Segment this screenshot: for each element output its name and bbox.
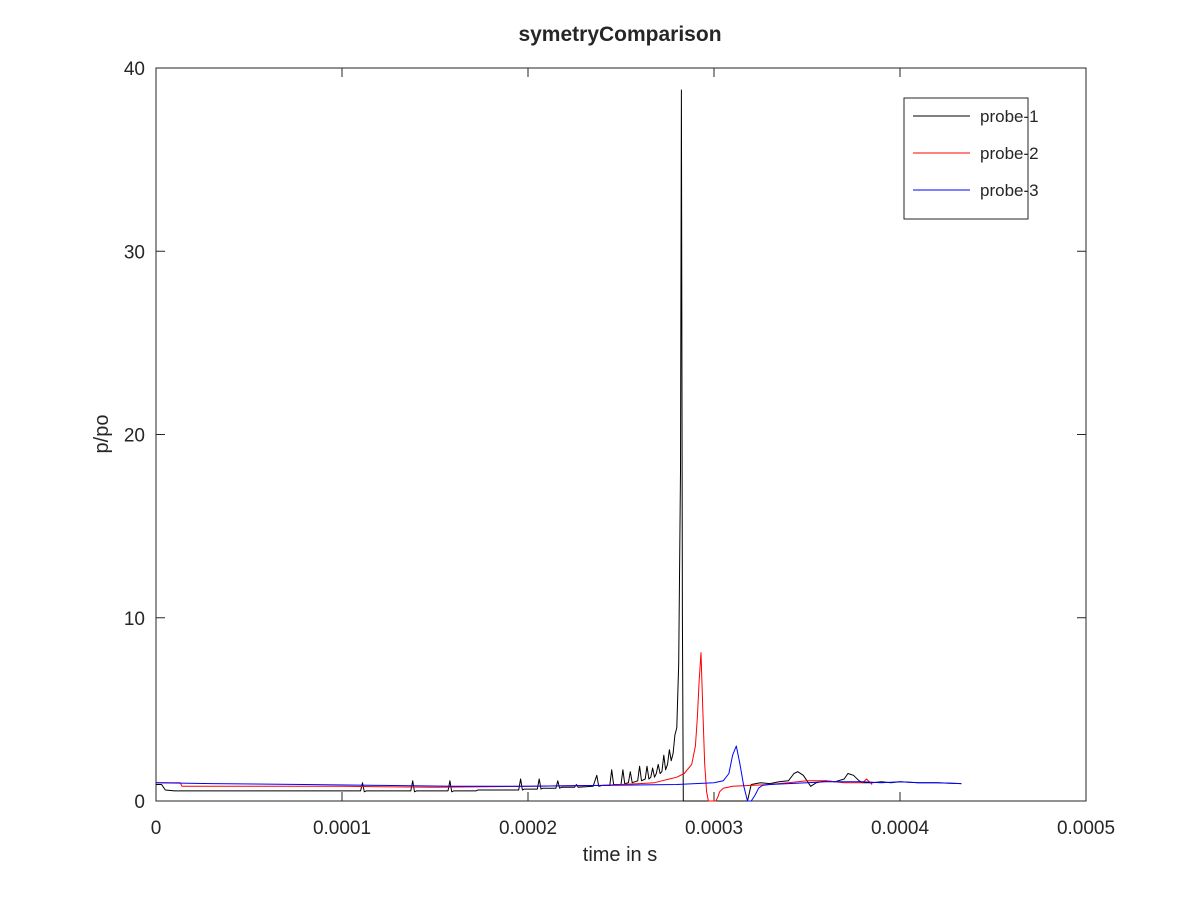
- x-tick-label: 0.0001: [313, 818, 371, 839]
- chart-title: symetryComparison: [518, 23, 721, 46]
- series-line-probe-3: [155, 745, 962, 802]
- legend-label-probe-2: probe-2: [980, 144, 1039, 163]
- y-tick-label: 40: [124, 59, 145, 80]
- x-tick-label: 0.0005: [1057, 818, 1115, 839]
- legend-label-probe-1: probe-1: [980, 107, 1039, 126]
- series-line-probe-1: [156, 89, 962, 802]
- axis-ticks: 0 0.0001 0.0002 0.0003 0.0004 0.0005 0 10 20 30 40: [124, 59, 1115, 839]
- x-axis-label: time in s: [583, 844, 657, 866]
- y-tick-label: 20: [124, 426, 145, 447]
- x-tick-label: 0.0004: [871, 818, 930, 839]
- series-layer: [155, 89, 962, 802]
- x-tick-label: 0.0003: [685, 818, 743, 839]
- y-axis-label: p/po: [91, 415, 113, 454]
- y-tick-label: 10: [124, 609, 145, 630]
- x-tick-label: 0: [151, 818, 162, 839]
- legend-label-probe-3: probe-3: [980, 181, 1039, 200]
- legend: probe-1 probe-2 probe-3: [903, 97, 1039, 220]
- y-tick-label: 0: [134, 792, 145, 813]
- y-tick-label: 30: [124, 242, 145, 263]
- legend-box: [903, 97, 1029, 220]
- x-tick-label: 0.0002: [499, 818, 557, 839]
